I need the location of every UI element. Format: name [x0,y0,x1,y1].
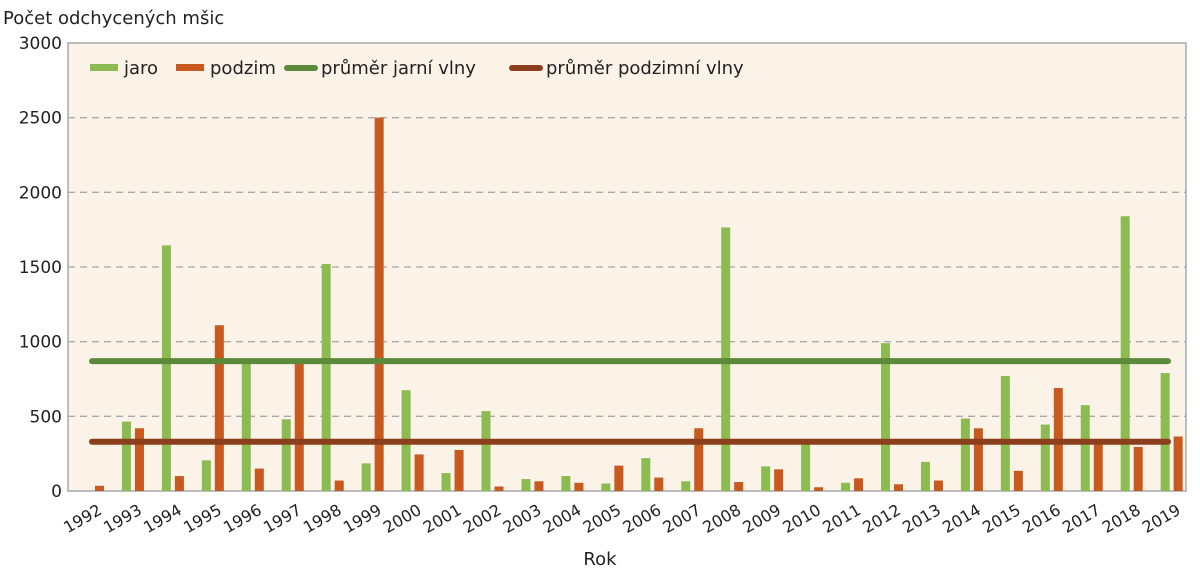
bar-podzim-1992 [95,485,104,491]
x-tick-label: 2014 [939,500,984,537]
bar-jaro-2003 [521,479,531,491]
bar-podzim-2009 [774,469,784,491]
bar-jaro-1993 [121,421,131,491]
bar-jaro-1995 [201,460,211,491]
x-tick-label: 2012 [859,500,904,537]
x-tick-label: 1996 [220,500,265,537]
bar-podzim-2017 [1093,439,1103,491]
bar-podzim-2007 [694,428,704,491]
bar-podzim-2003 [534,481,544,491]
bar-jaro-2015 [1000,376,1010,491]
bar-podzim-1997 [294,364,304,491]
bar-podzim-2000 [414,454,424,491]
bar-jaro-2001 [441,473,451,491]
x-tick-label: 2010 [779,500,824,537]
x-tick-label: 2019 [1139,500,1184,537]
bar-podzim-1999 [374,117,384,492]
x-tick-label: 1992 [60,500,105,537]
bar-jaro-1998 [321,264,331,491]
bar-podzim-2011 [854,478,864,491]
x-tick-label: 2008 [699,500,744,537]
bar-podzim-2002 [494,486,504,491]
x-tick-label: 2011 [819,500,864,537]
y-tick-label: 1500 [19,258,62,278]
x-tick-label: 2001 [420,500,465,537]
x-axis-title: Rok [583,549,617,570]
x-tick-label: 2015 [979,500,1024,537]
bar-jaro-2017 [1080,405,1090,491]
bar-jaro-2014 [960,418,970,491]
x-tick-label: 1998 [300,500,345,537]
bar-jaro-2012 [881,343,890,491]
x-tick-label: 1995 [180,500,225,537]
bar-jaro-2009 [761,466,771,491]
bar-jaro-2007 [681,481,691,491]
bar-jaro-2002 [481,411,491,491]
bar-jaro-1996 [241,361,251,491]
bar-jaro-2019 [1160,373,1170,491]
bar-podzim-2014 [973,428,983,491]
bar-podzim-2019 [1173,436,1183,491]
bar-podzim-2013 [933,480,943,491]
bar-jaro-2011 [841,482,851,491]
legend-swatch-0 [90,64,118,71]
bar-jaro-2013 [920,461,930,491]
legend-swatch-1 [176,64,204,71]
x-tick-label: 2016 [1019,500,1064,537]
x-tick-label: 1994 [140,500,185,537]
bar-jaro-2010 [801,441,811,491]
x-tick-label: 2004 [540,500,585,537]
legend-label-1: podzim [210,58,276,79]
x-tick-label: 2000 [380,500,425,537]
bar-jaro-2018 [1120,216,1130,491]
x-tick-label: 1993 [100,500,145,537]
bar-podzim-2004 [574,482,584,491]
bar-podzim-2008 [734,482,744,491]
x-tick-label: 2018 [1099,500,1144,537]
legend-label-0: jaro [123,58,158,79]
bar-podzim-1995 [214,325,224,491]
bar-podzim-2001 [454,449,464,491]
x-tick-label: 2009 [739,500,784,537]
bar-podzim-1996 [254,468,264,491]
bar-podzim-2015 [1013,470,1023,491]
x-tick-label: 2017 [1059,500,1104,537]
x-tick-label: 2013 [899,500,944,537]
legend-label-3: průměr podzimní vlny [546,58,744,79]
bar-jaro-2006 [641,458,651,491]
x-tick-label: 2002 [460,500,505,537]
bar-podzim-2010 [814,487,824,491]
bar-jaro-1997 [281,419,291,491]
bar-podzim-2012 [894,484,903,491]
y-tick-label: 1000 [19,333,62,353]
y-tick-label: 0 [51,482,62,502]
bar-podzim-2005 [614,465,624,491]
x-tick-label: 2003 [500,500,545,537]
y-tick-label: 2500 [19,109,62,129]
bar-jaro-1994 [161,245,171,491]
y-tick-label: 500 [30,407,62,427]
y-tick-label: 3000 [19,34,62,54]
legend-label-2: průměr jarní vlny [321,58,476,79]
bar-podzim-2018 [1133,446,1143,491]
bar-jaro-2005 [601,483,611,491]
bar-podzim-1994 [174,476,184,491]
bar-jaro-1999 [361,463,371,491]
bar-jaro-2016 [1040,424,1050,491]
bar-podzim-1993 [134,428,144,491]
x-tick-label: 1997 [260,500,305,537]
x-tick-label: 1999 [340,500,385,537]
x-tick-label: 2005 [580,500,625,537]
x-tick-label: 2006 [620,500,665,537]
bar-podzim-2006 [654,477,664,491]
y-axis-title: Počet odchycených mšic [3,8,224,29]
x-tick-label: 2007 [659,500,704,537]
bar-jaro-2004 [561,476,571,491]
bar-podzim-1998 [334,480,344,491]
y-tick-label: 2000 [19,183,62,203]
